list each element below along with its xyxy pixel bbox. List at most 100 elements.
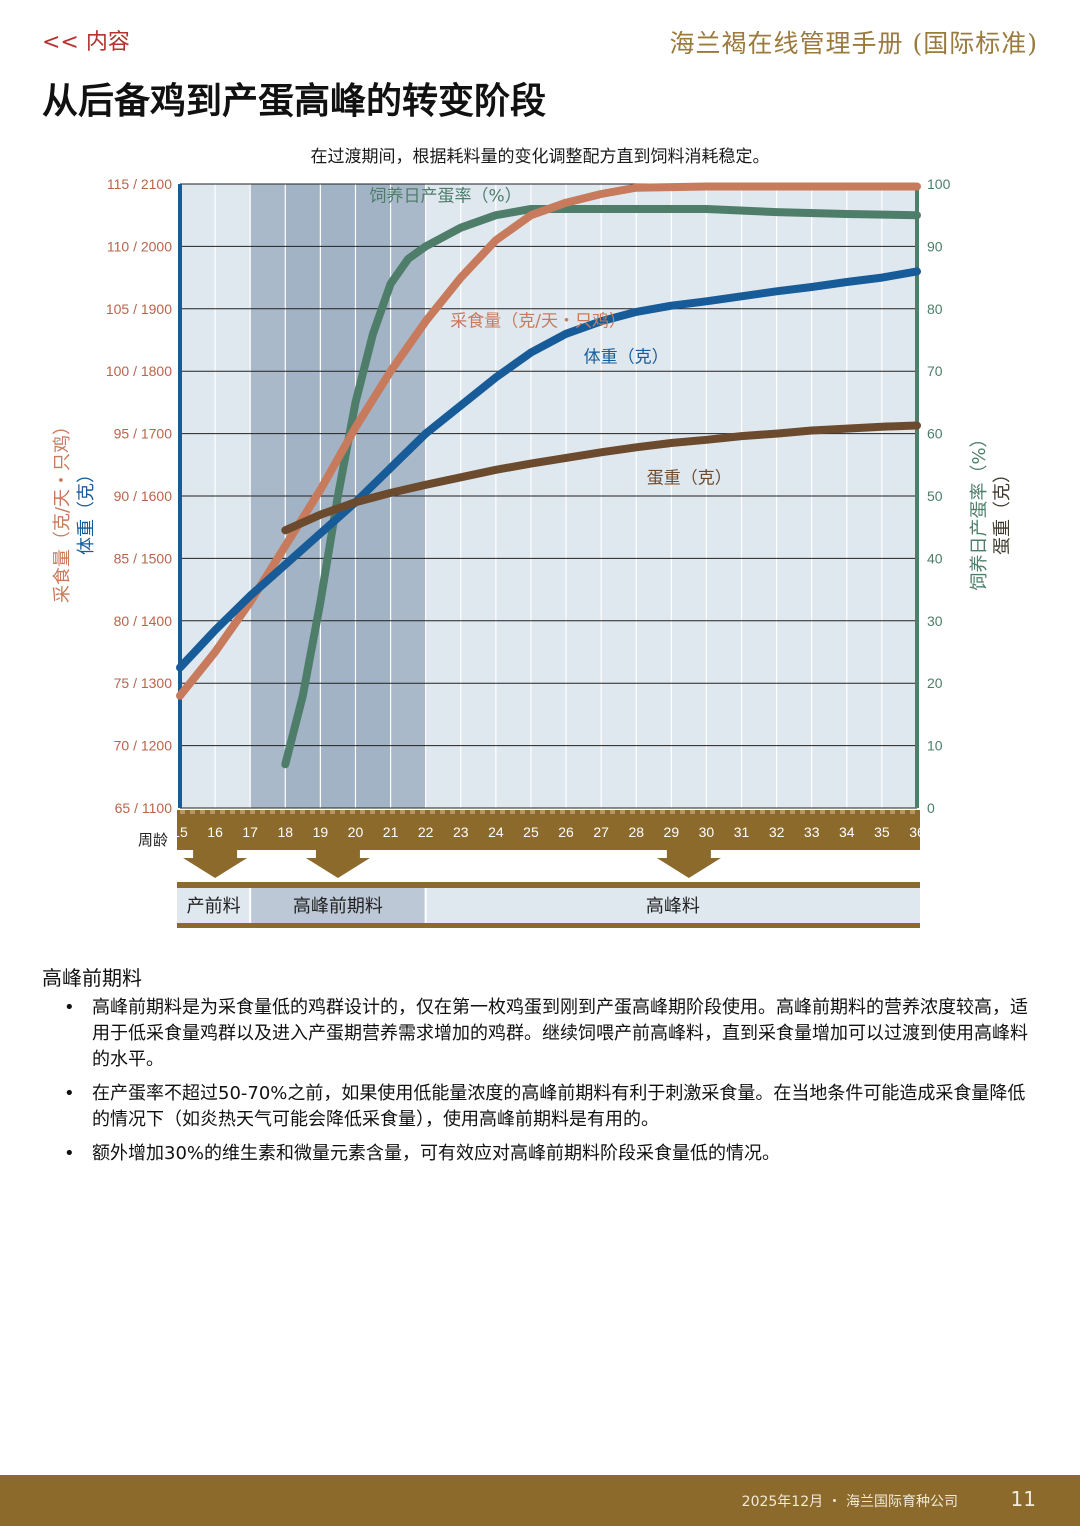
week-bar-pattern — [230, 810, 235, 814]
week-bar-pattern — [460, 810, 465, 814]
week-bar-pattern — [470, 810, 475, 814]
week-bar-pattern — [570, 810, 575, 814]
week-bar-pattern — [630, 810, 635, 814]
left-tick-label: 65 / 1100 — [115, 800, 173, 816]
phase-prelay-label: 产前料 — [187, 896, 241, 917]
feed-intake-label: 采食量（克/天・只鸡） — [450, 311, 626, 331]
back-to-contents-link[interactable]: << 内容 — [42, 30, 130, 55]
phase-prepeak-label: 高峰前期料 — [293, 896, 383, 917]
phase-peak-label: 高峰料 — [646, 896, 700, 917]
week-bar-pattern — [600, 810, 605, 814]
week-bar-pattern — [210, 810, 215, 814]
right-tick-label: 70 — [927, 363, 943, 379]
right-tick-label: 10 — [927, 738, 943, 754]
week-bar-pattern — [640, 810, 645, 814]
left-tick-label: 80 / 1400 — [114, 613, 173, 629]
body-weight-label: 体重（克） — [584, 347, 669, 367]
week-tick-label: 21 — [383, 824, 399, 840]
week-tick-label: 17 — [242, 824, 258, 840]
right-tick-label: 90 — [927, 238, 943, 254]
week-tick-label: 29 — [664, 824, 680, 840]
left-axis-title-weight: 体重（克） — [76, 465, 97, 555]
week-bar-pattern — [670, 810, 675, 814]
week-bar-pattern — [370, 810, 375, 814]
chart-caption: 在过渡期间，根据耗料量的变化调整配方直到饲料消耗稳定。 — [310, 147, 770, 167]
phase-prelay-cell — [177, 888, 251, 923]
left-tick-label: 105 / 1900 — [106, 301, 172, 317]
week-bar-pattern — [780, 810, 785, 814]
week-bar-pattern — [450, 810, 455, 814]
egg-weight-line — [281, 421, 921, 535]
right-tick-label: 60 — [927, 426, 943, 442]
right-tick-label: 30 — [927, 613, 943, 629]
week-bar-pattern — [380, 810, 385, 814]
week-bar-pattern — [700, 810, 705, 814]
week-bar-pattern — [610, 810, 615, 814]
week-bar-pattern — [280, 810, 285, 814]
bullet-item: • 额外增加30%的维生素和微量元素含量，可有效应对高峰前期料阶段采食量低的情况。 — [64, 1141, 1034, 1167]
week-bar-pattern — [790, 810, 795, 814]
right-tick-label: 100 — [927, 176, 951, 192]
week-bar-pattern — [710, 810, 715, 814]
week-bar-pattern — [860, 810, 865, 814]
manual-title: 海兰褐在线管理手册 (国际标准) — [669, 29, 1038, 58]
week-bar-pattern — [850, 810, 855, 814]
left-tick-label: 95 / 1700 — [114, 426, 173, 442]
week-bar-pattern — [680, 810, 685, 814]
week-tick-label: 24 — [488, 824, 504, 840]
week-tick-label: 18 — [277, 824, 293, 840]
page-title: 从后备鸡到产蛋高峰的转变阶段 — [42, 81, 547, 122]
week-bar-pattern — [730, 810, 735, 814]
phase-prelay-arrow — [183, 850, 248, 878]
week-bar-pattern — [270, 810, 275, 814]
week-bar-pattern — [910, 810, 915, 814]
week-bar-pattern — [900, 810, 905, 814]
week-bar — [177, 810, 920, 850]
week-bar-pattern — [400, 810, 405, 814]
week-bar-pattern — [800, 810, 805, 814]
week-tick-label: 31 — [734, 824, 750, 840]
week-bar-pattern — [300, 810, 305, 814]
left-axis-title-feed: 采食量（克/天・只鸡） — [52, 417, 73, 603]
phase-prepeak-cell — [250, 888, 426, 923]
week-bar-pattern — [520, 810, 525, 814]
week-bar-pattern — [560, 810, 565, 814]
week-bar-pattern — [180, 810, 185, 814]
week-tick-label: 33 — [804, 824, 820, 840]
phase-rule-top — [177, 882, 920, 888]
right-tick-label: 50 — [927, 488, 943, 504]
week-bar-pattern — [250, 810, 255, 814]
week-bar-pattern — [550, 810, 555, 814]
section-heading: 高峰前期料 — [42, 966, 142, 990]
week-bar-pattern — [830, 810, 835, 814]
bullet-dot: • — [64, 1143, 75, 1164]
bullet-text: 额外增加30%的维生素和微量元素含量，可有效应对高峰前期料阶段采食量低的情况。 — [92, 1143, 781, 1164]
week-tick-label: 15 — [172, 824, 188, 840]
week-bar-pattern — [890, 810, 895, 814]
feed-intake-line — [176, 182, 921, 700]
phase-peak-cell — [425, 888, 920, 923]
week-tick-label: 25 — [523, 824, 539, 840]
week-bar-pattern — [480, 810, 485, 814]
week-bar-pattern — [690, 810, 695, 814]
week-tick-label: 22 — [418, 824, 434, 840]
body-weight-line — [176, 267, 921, 672]
week-bar-pattern — [580, 810, 585, 814]
week-bar-pattern — [440, 810, 445, 814]
phase-prepeak-arrow — [305, 850, 370, 878]
week-bar-pattern — [290, 810, 295, 814]
bullet-text: 高峰前期料是为采食量低的鸡群设计的，仅在第一枚鸡蛋到刚到产蛋高峰期阶段使用。高峰… — [92, 997, 1028, 1070]
phase-peak-arrow — [656, 850, 721, 878]
left-tick-label: 90 / 1600 — [114, 488, 173, 504]
week-bar-pattern — [740, 810, 745, 814]
bullet-dot: • — [64, 997, 75, 1018]
phase-rule-bottom — [177, 923, 920, 928]
week-tick-label: 23 — [453, 824, 469, 840]
week-bar-pattern — [200, 810, 205, 814]
week-bar-pattern — [660, 810, 665, 814]
production-chart: 65 / 1100 0 70 / 1200 10 75 / 1300 20 80 / 140… — [52, 176, 1013, 928]
week-tick-label: 34 — [839, 824, 855, 840]
week-tick-label: 27 — [593, 824, 609, 840]
week-bar-pattern — [540, 810, 545, 814]
left-tick-label: 85 / 1500 — [114, 550, 173, 566]
